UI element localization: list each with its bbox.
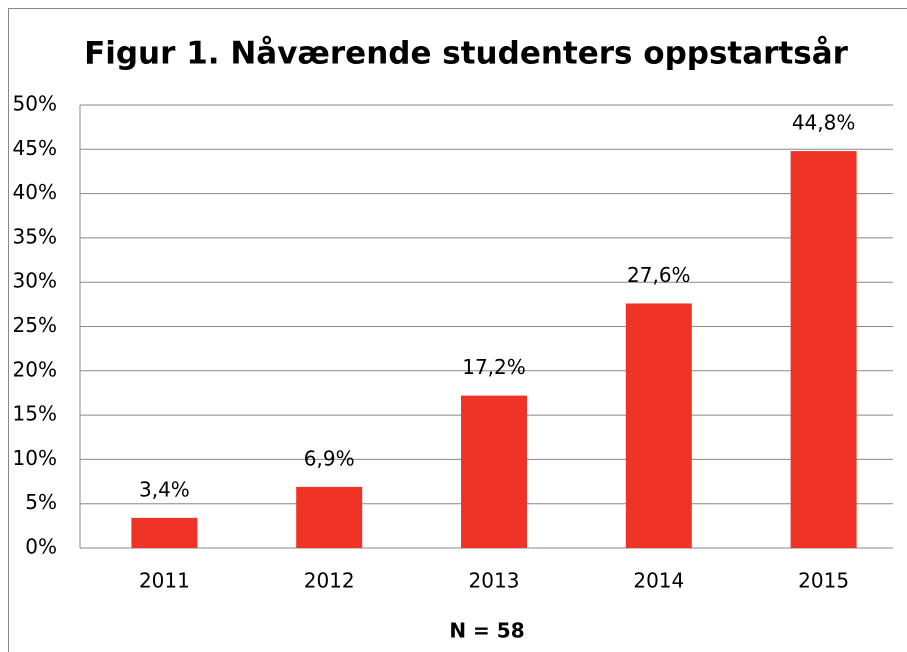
y-tick-label: 5%: [25, 490, 57, 514]
x-tick-label: 2011: [139, 569, 190, 593]
bar: [131, 517, 198, 548]
bar: [625, 303, 692, 548]
x-tick-label: 2014: [633, 569, 684, 593]
x-tick-label: 2012: [304, 569, 355, 593]
y-tick-label: 25%: [13, 313, 57, 337]
chart-title: Figur 1. Nåværende studenters oppstartså…: [84, 36, 849, 72]
y-tick-label: 35%: [13, 224, 57, 248]
y-tick-label: 45%: [13, 136, 57, 160]
y-tick-label: 15%: [13, 402, 57, 426]
y-tick-label: 30%: [13, 269, 57, 293]
data-label: 17,2%: [462, 355, 526, 379]
chart-border: [8, 8, 907, 652]
bar: [296, 486, 363, 548]
data-label: 27,6%: [627, 263, 691, 287]
y-tick-label: 20%: [13, 357, 57, 381]
y-tick-label: 0%: [25, 535, 57, 559]
x-axis-label: N = 58: [449, 619, 524, 643]
data-label: 6,9%: [304, 446, 355, 470]
bar: [461, 395, 527, 548]
data-label: 44,8%: [792, 111, 856, 135]
y-tick-label: 10%: [13, 446, 57, 470]
data-label: 3,4%: [139, 477, 190, 501]
y-tick-label: 40%: [13, 180, 57, 204]
bar: [790, 151, 857, 548]
x-tick-label: 2015: [798, 569, 849, 593]
y-tick-label: 50%: [13, 92, 57, 116]
x-tick-label: 2013: [469, 569, 520, 593]
